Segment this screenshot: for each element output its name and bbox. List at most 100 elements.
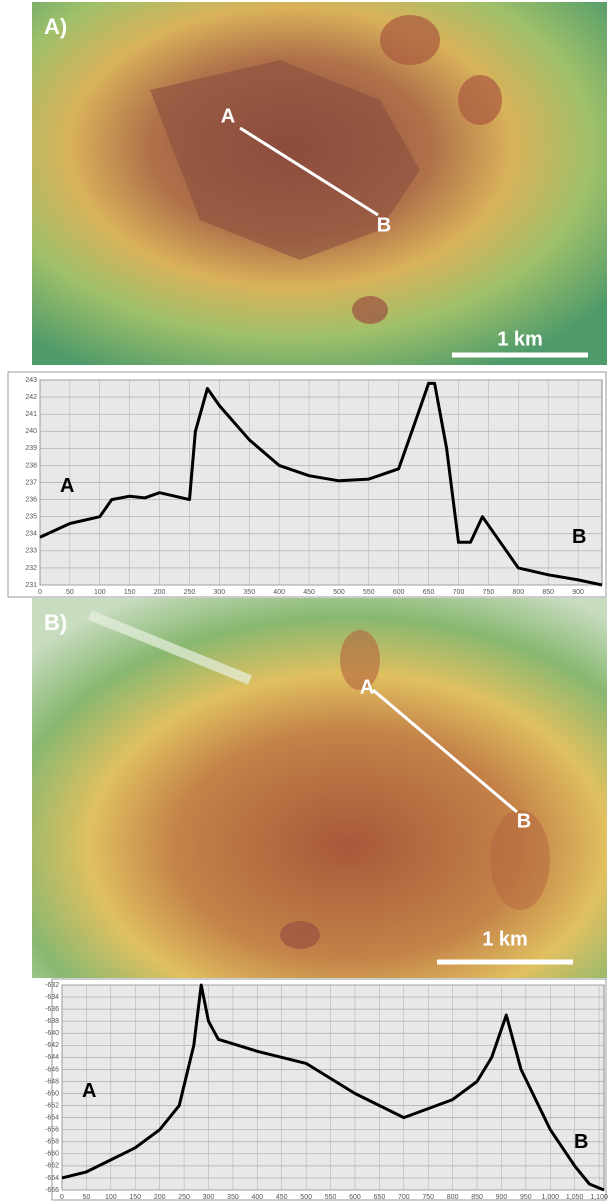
- y-tick-label: -632: [45, 982, 59, 989]
- x-tick-label: 450: [276, 1194, 288, 1201]
- y-tick-label: 237: [25, 479, 37, 486]
- x-tick-label: 650: [423, 589, 435, 596]
- y-tick-label: -650: [45, 1090, 59, 1097]
- profile-line: [239, 126, 379, 217]
- x-tick-label: 700: [453, 589, 465, 596]
- y-tick-label: 236: [25, 496, 37, 503]
- scale-label: 1 km: [482, 928, 528, 950]
- x-tick-label: 100: [94, 589, 106, 596]
- y-tick-label: 231: [25, 582, 37, 589]
- y-tick-label: 238: [25, 462, 37, 469]
- y-tick-label: 239: [25, 445, 37, 452]
- x-tick-label: 400: [273, 589, 285, 596]
- x-tick-label: 400: [251, 1194, 263, 1201]
- y-tick-label: -640: [45, 1030, 59, 1037]
- plot-area: [61, 984, 605, 1191]
- annotation: B: [574, 1131, 588, 1153]
- streak: [88, 610, 252, 685]
- panel-label: A): [44, 14, 67, 39]
- y-tick-label: -656: [45, 1127, 59, 1134]
- x-tick-label: 750: [422, 1194, 434, 1201]
- x-tick-label: 850: [471, 1194, 483, 1201]
- mesa: [490, 810, 550, 910]
- x-tick-label: 150: [124, 589, 136, 596]
- y-tick-label: -636: [45, 1006, 59, 1013]
- x-tick-label: 50: [83, 1194, 91, 1201]
- map-b: B) A B 1 km: [32, 598, 607, 978]
- x-tick-label: 0: [60, 1194, 64, 1201]
- y-tick-label: -642: [45, 1042, 59, 1049]
- y-tick-label: -658: [45, 1139, 59, 1146]
- panel-label: B): [44, 610, 67, 635]
- y-tick-label: 233: [25, 548, 37, 555]
- x-tick-label: 200: [154, 1194, 166, 1201]
- plateau: [150, 60, 420, 260]
- x-tick-label: 1,100: [590, 1194, 608, 1201]
- y-tick-label: -662: [45, 1163, 59, 1170]
- mesa: [280, 921, 320, 949]
- y-tick-label: 242: [25, 394, 37, 401]
- x-tick-label: 1,050: [566, 1194, 584, 1201]
- mesa: [352, 296, 388, 324]
- profile-line: [61, 983, 605, 1192]
- y-tick-label: 232: [25, 565, 37, 572]
- x-tick-label: 600: [393, 589, 405, 596]
- annotation: B: [572, 526, 586, 548]
- x-tick-label: 200: [154, 589, 166, 596]
- point-label: B: [517, 810, 531, 832]
- x-tick-label: 350: [243, 589, 255, 596]
- x-tick-label: 900: [572, 589, 584, 596]
- point-label: B: [377, 214, 391, 236]
- y-tick-label: 243: [25, 377, 37, 384]
- mesa: [458, 75, 502, 125]
- profile-line: [372, 688, 518, 814]
- y-tick-label: -648: [45, 1078, 59, 1085]
- y-tick-label: -634: [45, 994, 59, 1001]
- x-tick-label: 100: [105, 1194, 117, 1201]
- annotation: A: [82, 1080, 96, 1102]
- x-tick-label: 750: [483, 589, 495, 596]
- x-tick-label: 350: [227, 1194, 239, 1201]
- y-tick-label: -644: [45, 1054, 59, 1061]
- point-label: A: [221, 105, 235, 127]
- y-tick-label: -646: [45, 1066, 59, 1073]
- y-tick-label: -666: [45, 1187, 59, 1194]
- x-tick-label: 650: [374, 1194, 386, 1201]
- y-tick-label: 234: [25, 531, 37, 538]
- y-tick-label: -664: [45, 1175, 59, 1182]
- y-tick-label: -654: [45, 1114, 59, 1121]
- x-tick-label: 550: [363, 589, 375, 596]
- x-tick-label: 600: [349, 1194, 361, 1201]
- scale-label: 1 km: [497, 328, 543, 350]
- y-tick-label: -652: [45, 1102, 59, 1109]
- x-tick-label: 50: [66, 589, 74, 596]
- y-tick-label: 235: [25, 514, 37, 521]
- x-tick-label: 950: [520, 1194, 532, 1201]
- x-tick-label: 250: [184, 589, 196, 596]
- mesa: [380, 15, 440, 65]
- y-tick-label: 240: [25, 428, 37, 435]
- x-tick-label: 250: [178, 1194, 190, 1201]
- annotation: A: [60, 475, 74, 497]
- x-tick-label: 550: [325, 1194, 337, 1201]
- mesa: [340, 630, 380, 690]
- x-tick-label: 300: [203, 1194, 215, 1201]
- map-a: A) A B 1 km: [32, 2, 607, 365]
- x-tick-label: 1,000: [542, 1194, 560, 1201]
- y-tick-label: 241: [25, 411, 37, 418]
- terrain: [32, 598, 607, 978]
- x-tick-label: 0: [38, 589, 42, 596]
- x-tick-label: 450: [303, 589, 315, 596]
- y-tick-label: -660: [45, 1151, 59, 1158]
- x-tick-label: 900: [496, 1194, 508, 1201]
- x-tick-label: 850: [542, 589, 554, 596]
- profile-line: [39, 381, 603, 587]
- point-label: A: [360, 676, 374, 698]
- x-tick-label: 300: [214, 589, 226, 596]
- x-tick-label: 800: [512, 589, 524, 596]
- x-tick-label: 500: [333, 589, 345, 596]
- x-tick-label: 500: [300, 1194, 312, 1201]
- x-tick-label: 700: [398, 1194, 410, 1201]
- x-tick-label: 800: [447, 1194, 459, 1201]
